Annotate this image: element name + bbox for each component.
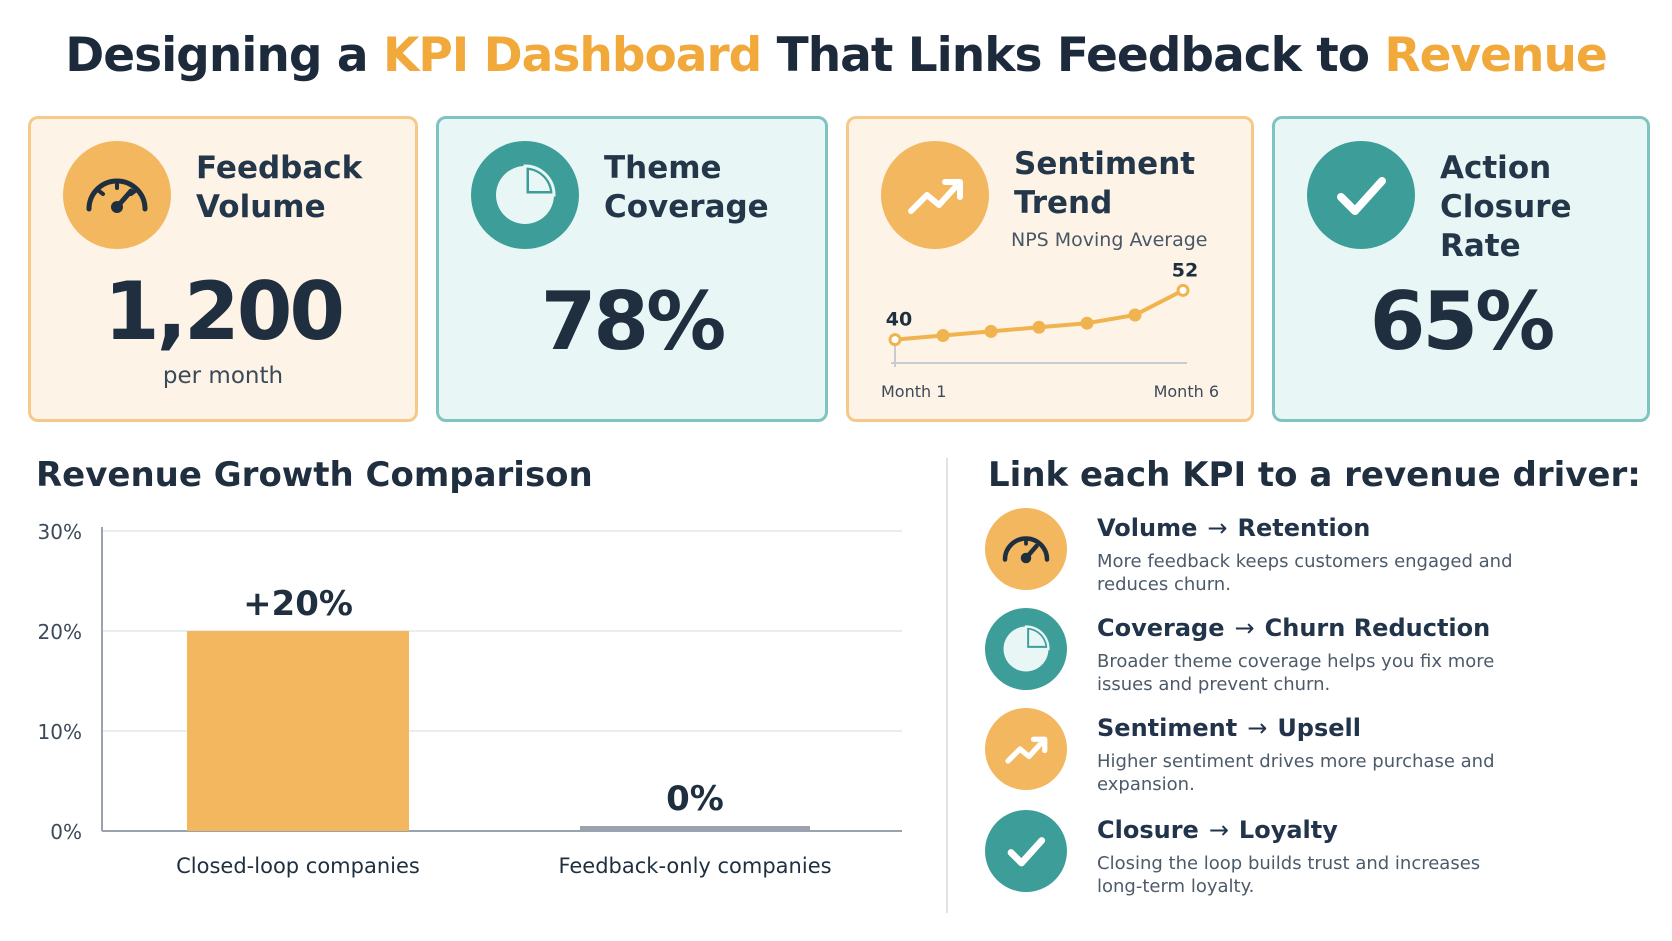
bar-category-label: Feedback-only companies — [558, 854, 831, 878]
kpi-sub-feedback-volume: per month — [162, 363, 284, 389]
sentiment-line-chart: 40 52 Month 1 Month 6 — [881, 259, 1219, 401]
kpi-value-action-closure-rate: 65% — [1369, 275, 1555, 368]
bar-2 — [580, 826, 810, 831]
bar-category-label: Closed-loop companies — [176, 854, 420, 878]
kpi-title-line1: Feedback — [196, 150, 363, 186]
bar-y-tick-label: 20% — [38, 620, 82, 644]
gauge-icon — [63, 141, 171, 249]
driver-heading: Coverage → Churn Reduction — [1097, 614, 1490, 642]
driver-kpi-name: Sentiment — [1097, 714, 1238, 742]
kpi-title-line2: Closure Rate — [1440, 189, 1572, 264]
sentiment-point — [888, 333, 902, 347]
kpi-title-line2: Trend — [1014, 185, 1113, 221]
sentiment-start-label: 40 — [886, 309, 912, 331]
pie-icon — [471, 141, 579, 249]
driver-revenue-name: Retention — [1237, 514, 1371, 542]
driver-kpi-name: Closure — [1097, 816, 1199, 844]
sentiment-point — [1032, 320, 1046, 334]
kpi-sub-sentiment-trend: NPS Moving Average — [1011, 229, 1208, 251]
revenue-growth-bar-chart: 0% 10% 20% 30% +20% Closed-loop companies 0% Fe… — [38, 520, 902, 878]
section-divider — [946, 458, 948, 913]
kpi-value-feedback-volume: 1,200 — [103, 265, 345, 358]
driver-item-volume: Volume → Retention More feedback keeps cust… — [985, 508, 1645, 598]
bar-value-label: +20% — [243, 584, 353, 624]
sentiment-end-label: 52 — [1172, 259, 1198, 281]
kpi-title-line1: Theme — [604, 150, 722, 186]
driver-description: Broader theme coverage helps you fix mor… — [1097, 651, 1495, 695]
sentiment-point — [1176, 283, 1190, 297]
kpi-title-sentiment-trend: Sentiment Trend — [1014, 145, 1195, 223]
sentiment-point — [1128, 308, 1142, 322]
driver-description: More feedback keeps customers engaged an… — [1097, 551, 1513, 595]
kpi-card-feedback-volume: Feedback Volume 1,200 per month — [28, 116, 418, 422]
title-part2: That Links Feedback to — [761, 28, 1385, 83]
driver-kpi-name: Volume — [1097, 514, 1198, 542]
sentiment-tick-label-start: Month 1 — [881, 382, 946, 401]
driver-heading: Sentiment → Upsell — [1097, 714, 1361, 742]
gauge-icon — [985, 508, 1067, 590]
kpi-title-theme-coverage: Theme Coverage — [604, 149, 769, 227]
kpi-card-theme-coverage: Theme Coverage 78% — [436, 116, 828, 422]
pie-icon — [985, 608, 1067, 690]
kpi-title-line2: Coverage — [604, 189, 769, 225]
driver-description: Higher sentiment drives more purchase an… — [1097, 751, 1495, 795]
kpi-title-feedback-volume: Feedback Volume — [196, 149, 362, 227]
arrow-right-icon: → — [1208, 816, 1229, 844]
bar-y-tick-label: 10% — [38, 720, 82, 744]
arrow-right-icon: → — [1247, 714, 1268, 742]
driver-item-coverage: Coverage → Churn Reduction Broader theme co… — [985, 608, 1645, 698]
drivers-title: Link each KPI to a revenue driver: — [988, 455, 1641, 495]
driver-description: Closing the loop builds trust and increa… — [1097, 853, 1481, 897]
arrow-right-icon: → — [1234, 614, 1255, 642]
kpi-card-action-closure-rate: Action Closure Rate 65% — [1272, 116, 1650, 422]
driver-revenue-name: Churn Reduction — [1264, 614, 1491, 642]
kpi-value-theme-coverage: 78% — [540, 275, 726, 368]
kpi-title-action-closure-rate: Action Closure Rate — [1440, 149, 1647, 266]
driver-item-closure: Closure → Loyalty Closing the loop builds t… — [985, 810, 1645, 900]
check-icon — [1307, 141, 1415, 249]
trend-up-icon — [881, 141, 989, 249]
check-icon — [985, 810, 1067, 892]
page-title: Designing a KPI Dashboard That Links Fee… — [0, 28, 1672, 83]
bar-chart-title: Revenue Growth Comparison — [36, 455, 593, 495]
sentiment-point — [936, 329, 950, 342]
bar-y-tick-label: 0% — [50, 820, 82, 844]
trend-up-icon — [985, 708, 1067, 790]
title-highlight-revenue: Revenue — [1384, 28, 1607, 83]
sentiment-point — [1080, 316, 1094, 330]
kpi-title-line1: Sentiment — [1014, 146, 1196, 182]
bar-y-tick-label: 30% — [38, 520, 82, 544]
kpi-title-line1: Action — [1440, 150, 1552, 186]
driver-item-sentiment: Sentiment → Upsell Higher sentiment drives … — [985, 708, 1645, 798]
title-highlight-kpi: KPI Dashboard — [382, 28, 762, 83]
kpi-card-sentiment-trend: Sentiment Trend NPS Moving Average 40 52 M… — [846, 116, 1254, 422]
bar-value-label: 0% — [666, 779, 724, 819]
title-part1: Designing a — [65, 28, 383, 83]
sentiment-point — [984, 324, 998, 338]
bar-1 — [187, 631, 409, 831]
driver-heading: Volume → Retention — [1097, 514, 1370, 542]
sentiment-tick-label-end: Month 6 — [1154, 382, 1219, 401]
driver-kpi-name: Coverage — [1097, 614, 1225, 642]
driver-revenue-name: Loyalty — [1238, 816, 1338, 844]
driver-revenue-name: Upsell — [1277, 714, 1361, 742]
driver-heading: Closure → Loyalty — [1097, 816, 1338, 844]
kpi-title-line2: Volume — [196, 189, 326, 225]
arrow-right-icon: → — [1207, 514, 1228, 542]
